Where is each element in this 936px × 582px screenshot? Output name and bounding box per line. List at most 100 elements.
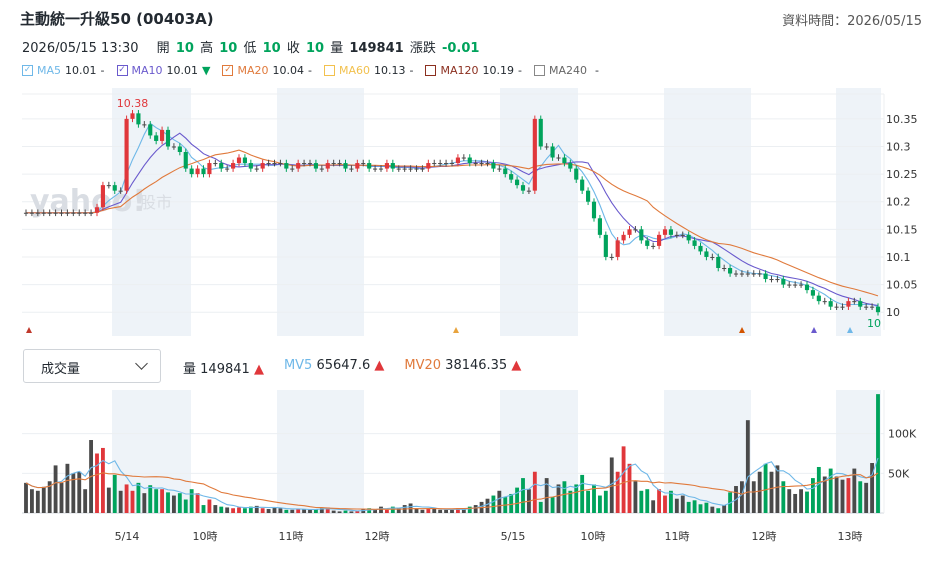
candle-body xyxy=(242,157,247,164)
data-timestamp: 資料時間：2026/05/15 xyxy=(782,14,922,29)
ma-toggle-ma20[interactable]: ✓ MA20 10.04 - xyxy=(222,64,312,77)
candle-body xyxy=(396,168,401,170)
candle-body xyxy=(728,268,733,274)
volume-bar xyxy=(302,509,307,513)
candle-body xyxy=(722,268,727,269)
volume-bar xyxy=(497,490,502,513)
volume-bar xyxy=(24,482,28,513)
volume-bar xyxy=(751,481,756,513)
volume-bar xyxy=(544,478,549,513)
checkbox-icon[interactable]: ✓ xyxy=(22,65,33,76)
indicator-select[interactable]: 成交量 xyxy=(23,349,161,383)
volume-bar xyxy=(633,481,638,513)
time-tick-label: 12時 xyxy=(365,530,390,543)
up-arrow-icon: ▲ xyxy=(253,362,264,377)
volume-bar xyxy=(769,471,774,513)
price-y-axis: 10.35 10.3 10.25 10.2 10.15 10.1 10.05 10 xyxy=(886,113,918,319)
volume-bar xyxy=(609,457,614,513)
time-tick-label: 12時 xyxy=(752,530,777,543)
volume-bar xyxy=(373,509,378,513)
volume-bar xyxy=(379,506,383,513)
time-x-axis: 5/14 10時 11時 12時 5/15 10時 11時 12時 13時 xyxy=(115,530,863,543)
checkbox-icon[interactable] xyxy=(533,65,545,76)
volume-bar xyxy=(852,468,857,513)
candle-body xyxy=(201,168,206,175)
candle-body xyxy=(627,229,632,235)
session-band xyxy=(664,88,751,336)
candle-body xyxy=(603,234,608,257)
session-band xyxy=(277,390,364,514)
price-tick-label: 10.25 xyxy=(886,168,918,181)
volume-bar xyxy=(100,447,105,513)
volume-bar xyxy=(142,493,147,513)
price-chart[interactable]: yahoo! 股市 10.3510.310.2510.210.1510.110.… xyxy=(0,88,936,338)
ma-name: MA120 xyxy=(440,64,479,77)
quote-summary: 2026/05/15 13:30 開 10 高 10 低 10 收 10 量 1… xyxy=(22,37,481,56)
volume-bar xyxy=(651,500,656,513)
price-tick-label: 10.1 xyxy=(886,251,911,264)
volume-chart[interactable]: 100K 50K 5/14 10時 11時 12時 5/15 10時 11時 12時 13時 xyxy=(0,390,936,550)
candle-body xyxy=(556,157,561,159)
volume-bar xyxy=(793,493,798,513)
ma-toggle-ma10[interactable]: ✓ MA10 10.01 ▼ xyxy=(116,64,210,77)
checkbox-icon[interactable]: ✓ xyxy=(222,65,234,76)
volume-bar xyxy=(775,465,780,513)
candle-body xyxy=(657,234,662,246)
volume-bar xyxy=(420,509,425,513)
candle-body xyxy=(633,229,638,231)
volume-bar xyxy=(615,471,620,513)
close-value: 10 xyxy=(306,41,325,56)
volume-bar xyxy=(810,478,815,513)
volume-bar xyxy=(716,508,721,513)
session-band xyxy=(277,88,364,336)
candle-body xyxy=(870,306,875,308)
volume-bar xyxy=(426,509,431,513)
volume-bar xyxy=(355,510,360,513)
candle-body xyxy=(231,163,236,169)
candle-body xyxy=(875,306,881,313)
volume-bar xyxy=(532,471,537,513)
change-label: 漲跌 xyxy=(409,41,436,56)
volume-bar xyxy=(668,490,673,513)
volume-bar xyxy=(130,490,135,513)
ma-toggle-ma120[interactable]: MA120 10.19 - xyxy=(425,64,522,77)
candle-body xyxy=(822,301,827,303)
checkbox-icon[interactable]: ✓ xyxy=(116,65,128,76)
candle-body xyxy=(686,234,691,241)
candle-body xyxy=(674,234,679,236)
candle-body xyxy=(331,163,336,165)
candle-body xyxy=(520,185,526,191)
volume-bar xyxy=(254,505,259,513)
volume-bar xyxy=(538,501,543,513)
event-marker xyxy=(453,327,459,333)
volume-value: 149841 xyxy=(349,41,404,56)
volume-bar xyxy=(686,501,691,513)
close-label: 收 xyxy=(286,41,300,56)
volume-bar xyxy=(414,508,419,513)
volume-bar xyxy=(521,478,525,513)
volume-bar xyxy=(106,487,111,513)
volume-bar xyxy=(787,489,792,513)
high-label: 高 xyxy=(200,41,214,56)
candle-body xyxy=(290,168,295,170)
ma-trend: - xyxy=(409,64,414,77)
last-annotation: 10 xyxy=(867,317,881,330)
ma-toggle-ma60[interactable]: MA60 10.13 - xyxy=(323,64,414,77)
volume-bar xyxy=(124,484,129,513)
vol-legend-item: 量 149841 ▲ xyxy=(183,358,264,377)
volume-bar xyxy=(272,507,277,513)
candle-body xyxy=(828,301,833,307)
ma-value: 10.01 xyxy=(65,64,97,77)
volume-bar xyxy=(290,509,295,513)
checkbox-icon[interactable] xyxy=(323,65,335,76)
checkbox-icon[interactable] xyxy=(425,65,437,76)
candle-body xyxy=(130,113,135,119)
volume-bar xyxy=(166,492,170,513)
ma-toggle-ma240[interactable]: MA240 - xyxy=(533,64,599,77)
ma-toggle-ma5[interactable]: ✓ MA5 10.01 - xyxy=(22,64,105,77)
volume-bar xyxy=(231,508,236,513)
candle-body xyxy=(284,163,289,169)
volume-bar xyxy=(757,471,762,513)
volume-bar xyxy=(29,489,34,513)
volume-bar xyxy=(621,446,626,513)
